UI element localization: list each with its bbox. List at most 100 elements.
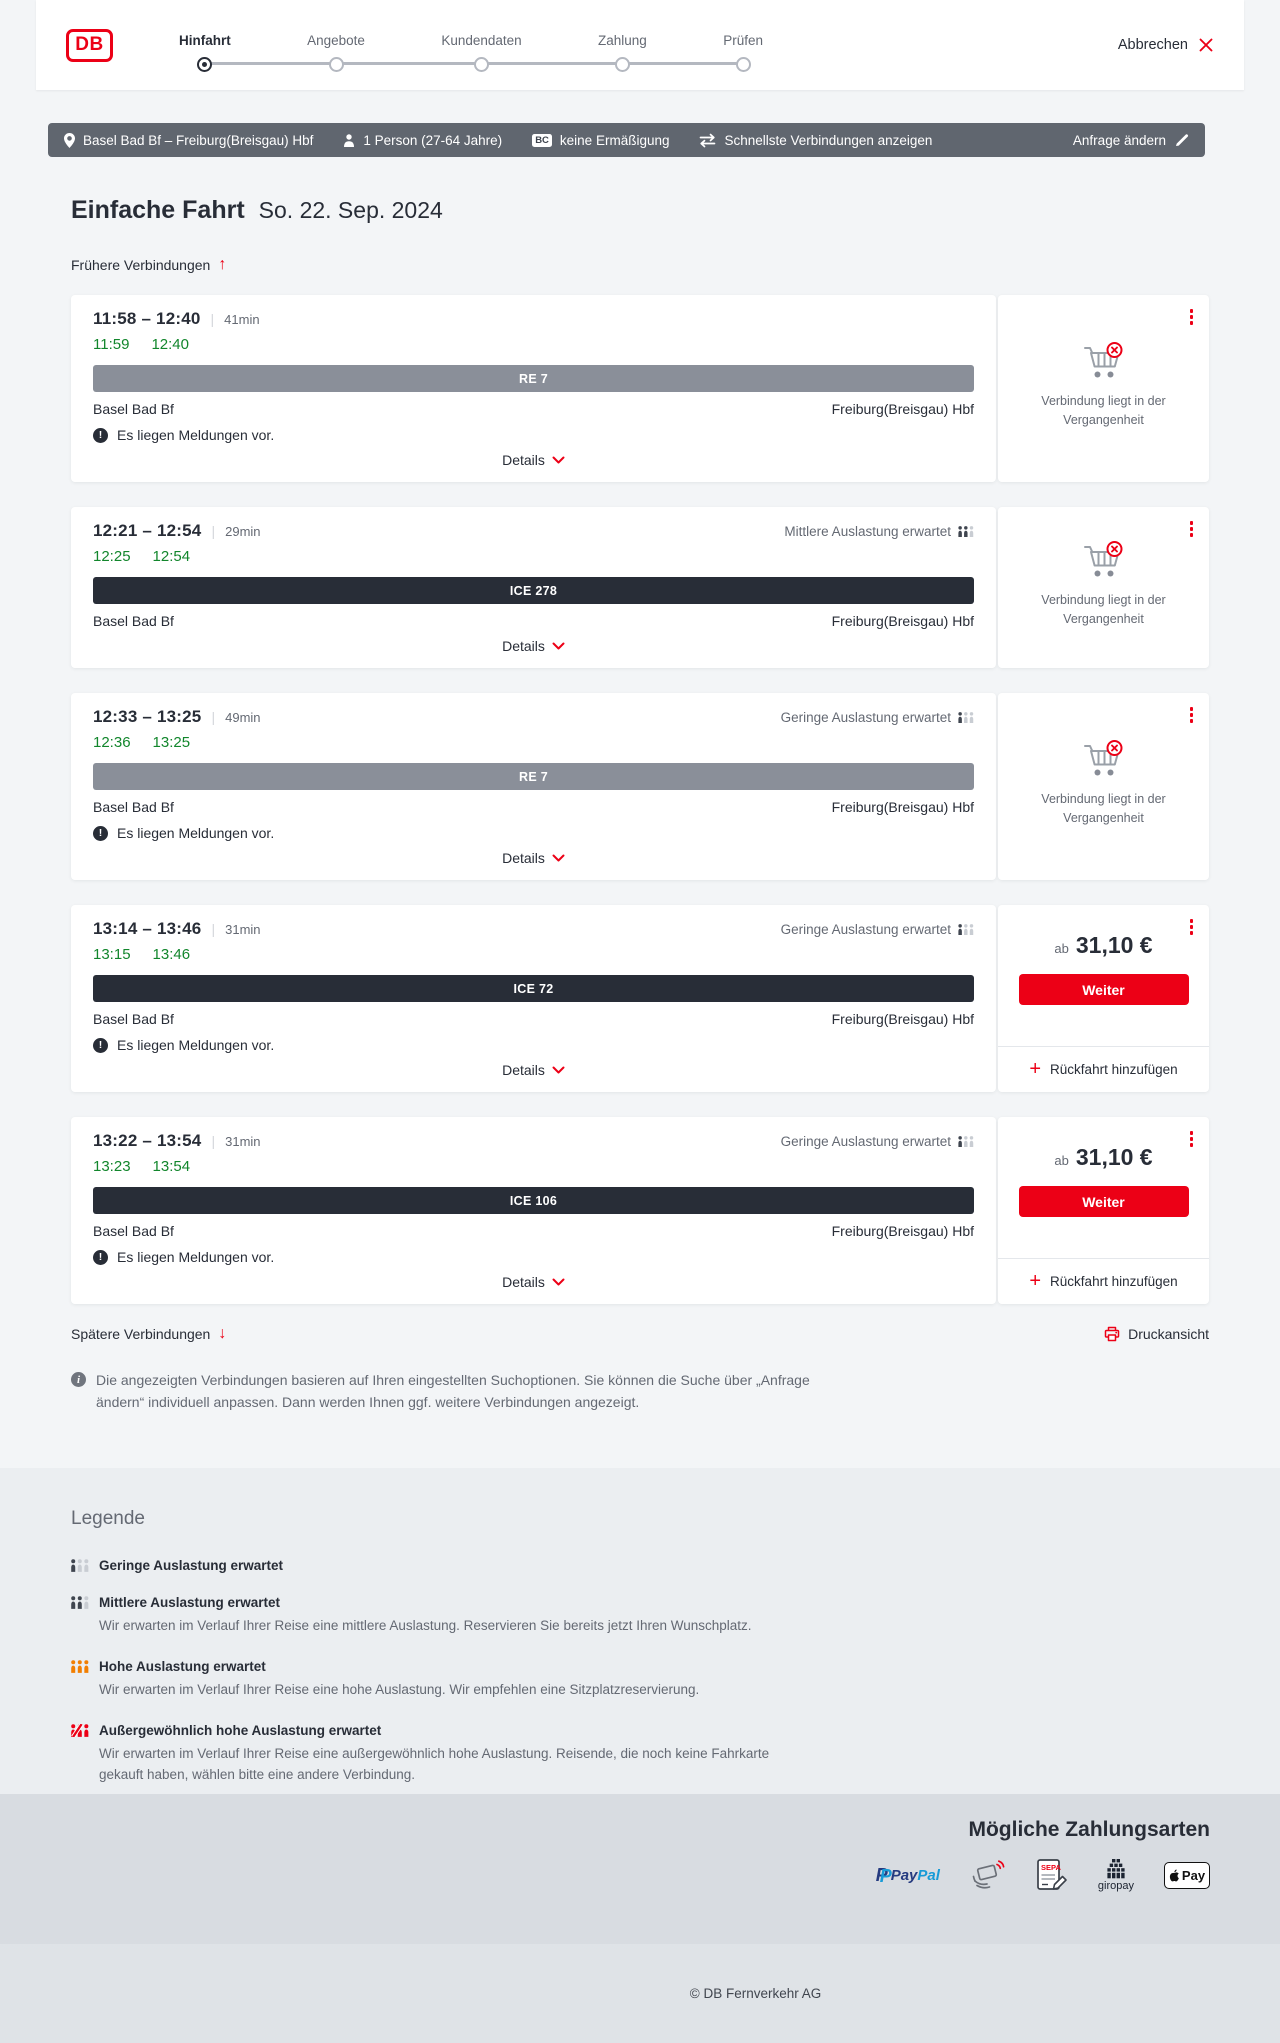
cancel-button[interactable]: Abbrechen	[1118, 37, 1214, 53]
svg-text:SEPA: SEPA	[1041, 1863, 1061, 1872]
details-label: Details	[502, 850, 545, 866]
route-text: Basel Bad Bf – Freiburg(Breisgau) Hbf	[83, 132, 314, 148]
title-row: Einfache Fahrt So. 22. Sep. 2024	[71, 196, 1209, 232]
live-arrival: 12:40	[151, 336, 189, 353]
message-text: Es liegen Meldungen vor.	[117, 1249, 275, 1265]
separator: |	[211, 523, 216, 539]
db-logo: DB	[66, 28, 113, 62]
more-options-button[interactable]	[1188, 519, 1196, 539]
add-return-button[interactable]: + Rückfahrt hinzufügen	[998, 1046, 1209, 1092]
more-options-button[interactable]	[1188, 917, 1196, 937]
connections-list: 11:58 – 12:40 | 41min 11:59 12:40	[71, 295, 1209, 1304]
print-view-link[interactable]: Druckansicht	[1104, 1326, 1209, 1342]
stepper-step[interactable]: Angebote	[307, 33, 365, 72]
connection-side-panel: Verbindung liegt in der Vergangenheit +	[998, 693, 1209, 880]
change-request-label: Anfrage ändern	[1072, 132, 1166, 148]
travel-date: So. 22. Sep. 2024	[258, 197, 443, 223]
occupancy-icon	[71, 1559, 89, 1573]
bahncard-badge: BC	[532, 133, 552, 147]
step-circle-icon	[614, 56, 630, 72]
occupancy-icon	[71, 1660, 89, 1674]
details-toggle[interactable]: Details	[93, 452, 974, 472]
page-title: Einfache Fahrt	[71, 196, 245, 224]
live-times: 11:59 12:40	[93, 336, 974, 353]
occupancy-icon	[71, 1724, 89, 1738]
time-range: 11:58 – 12:40	[93, 309, 201, 328]
origin-station: Basel Bad Bf	[93, 1223, 174, 1239]
occupancy-icon	[958, 526, 974, 537]
connection-card: 12:21 – 12:54 | 29min Mittlere Auslastun…	[71, 507, 996, 668]
stepper-step[interactable]: Zahlung	[598, 33, 647, 72]
info-note: i Die angezeigten Verbindungen basieren …	[71, 1370, 1209, 1413]
past-connection-text: Verbindung liegt in der Vergangenheit	[1041, 393, 1166, 427]
legend-item-description: Wir erwarten im Verlauf Ihrer Reise eine…	[99, 1682, 700, 1698]
connection-row: 12:33 – 13:25 | 49min Geringe Auslastung…	[71, 693, 1209, 880]
cart-unavailable-icon	[1083, 739, 1122, 776]
details-toggle[interactable]: Details	[93, 638, 974, 658]
main-content: Einfache Fahrt So. 22. Sep. 2024 Frühere…	[71, 196, 1209, 1413]
live-departure: 13:15	[93, 946, 131, 963]
legend-item: Hohe Auslastung erwartet Wir erwarten im…	[71, 1659, 1209, 1701]
legend-item-label: Hohe Auslastung erwartet	[99, 1659, 266, 1675]
price-panel: ab 31,10 € Weiter + Rückfahrt hinzufügen	[998, 905, 1209, 1092]
separator: |	[210, 311, 215, 327]
legend-item-description: Wir erwarten im Verlauf Ihrer Reise eine…	[99, 1746, 770, 1783]
details-toggle[interactable]: Details	[93, 850, 974, 870]
stepper-step[interactable]: Hinfahrt	[179, 33, 231, 72]
price-prefix: ab	[1054, 1153, 1069, 1168]
legend-item-description: Wir erwarten im Verlauf Ihrer Reise eine…	[99, 1618, 752, 1634]
step-circle-icon	[197, 56, 213, 72]
legend-item: Mittlere Auslastung erwartet Wir erwarte…	[71, 1595, 1209, 1637]
more-options-button[interactable]	[1188, 705, 1196, 725]
message-text: Es liegen Meldungen vor.	[117, 1037, 275, 1053]
occupancy-label: Geringe Auslastung erwartet	[780, 710, 951, 725]
duration: 49min	[225, 710, 261, 725]
stepper-step[interactable]: Kundendaten	[441, 33, 522, 72]
cart-unavailable-icon	[1083, 540, 1122, 577]
past-connection-info: Verbindung liegt in der Vergangenheit	[998, 507, 1209, 668]
train-label: RE 7	[519, 371, 548, 386]
chevron-down-icon	[552, 1066, 565, 1074]
stepper-step[interactable]: Prüfen	[723, 33, 763, 72]
occupancy-indicator: Geringe Auslastung erwartet	[781, 922, 974, 937]
info-text: Die angezeigten Verbindungen basieren au…	[96, 1372, 810, 1410]
later-connections-label: Spätere Verbindungen	[71, 1326, 211, 1342]
arrow-down-icon: ↓	[218, 1325, 227, 1342]
origin-station: Basel Bad Bf	[93, 613, 174, 629]
duration: 31min	[225, 1134, 261, 1149]
live-times: 12:36 13:25	[93, 734, 974, 751]
message-row: ! Es liegen Meldungen vor.	[93, 825, 974, 841]
connection-row: 11:58 – 12:40 | 41min 11:59 12:40	[71, 295, 1209, 482]
chevron-down-icon	[552, 456, 565, 464]
details-toggle[interactable]: Details	[93, 1274, 974, 1294]
weiter-button[interactable]: Weiter	[1018, 1186, 1189, 1217]
duration: 29min	[225, 524, 261, 539]
price-block: ab 31,10 € Weiter	[998, 1117, 1209, 1258]
connection-header: 12:21 – 12:54 | 29min Mittlere Auslastun…	[93, 521, 974, 541]
earlier-connections-link[interactable]: Frühere Verbindungen ↑	[71, 255, 226, 275]
more-options-button[interactable]	[1188, 1129, 1196, 1149]
print-view-label: Druckansicht	[1128, 1326, 1209, 1342]
separator: |	[211, 709, 216, 725]
connection-side-panel: Verbindung liegt in der Vergangenheit +	[998, 295, 1209, 482]
time-range: 12:33 – 13:25	[93, 707, 202, 726]
more-options-button[interactable]	[1188, 307, 1196, 327]
weiter-button[interactable]: Weiter	[1018, 974, 1189, 1005]
later-connections-link[interactable]: Spätere Verbindungen ↓	[71, 1325, 227, 1343]
price-line: ab 31,10 €	[1054, 1144, 1152, 1171]
details-toggle[interactable]: Details	[93, 1062, 974, 1082]
add-return-button[interactable]: + Rückfahrt hinzufügen	[998, 1258, 1209, 1304]
duration: 31min	[225, 922, 261, 937]
passenger-icon	[344, 133, 355, 147]
occupancy-indicator: Mittlere Auslastung erwartet	[784, 524, 974, 539]
live-times: 13:15 13:46	[93, 946, 974, 963]
connection-card: 12:33 – 13:25 | 49min Geringe Auslastung…	[71, 693, 996, 880]
change-request-button[interactable]: Anfrage ändern	[1073, 133, 1189, 148]
past-connection-info: Verbindung liegt in der Vergangenheit	[998, 295, 1209, 482]
time-range: 13:14 – 13:46	[93, 919, 202, 938]
message-row: ! Es liegen Meldungen vor.	[93, 427, 974, 443]
passengers-text: 1 Person (27-64 Jahre)	[363, 132, 503, 148]
live-departure: 11:59	[93, 336, 130, 353]
